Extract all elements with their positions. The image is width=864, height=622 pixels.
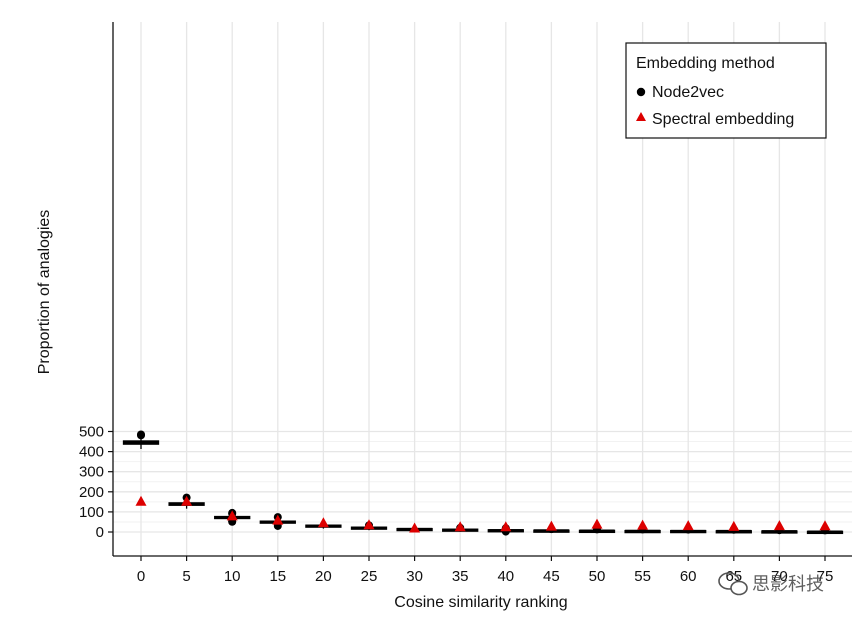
x-tick-label: 50 [589,568,606,585]
legend-entry-spectral: Spectral embedding [652,111,794,128]
x-tick-label: 10 [224,568,241,585]
legend-box [625,42,827,139]
y-tick-label: 300 [79,464,104,481]
legend-circle-icon [636,87,646,97]
x-tick-label: 30 [406,568,423,585]
tick-labels: 0 100 200 300 400 500 0 5 10 15 20 25 30 35 40 45 50 55 60… [79,424,833,586]
x-tick-label: 70 [771,568,788,585]
axes [108,22,852,561]
legend-title: Embedding method [636,55,775,72]
x-tick-label: 55 [634,568,651,585]
spectral-point [135,495,147,506]
watermark-text: 思影科技 [752,574,824,595]
grid-lines [113,22,852,556]
y-axis-title: Proportion of analogies [36,210,53,375]
spectral-point [500,521,512,532]
wechat-logo-icon [718,572,748,596]
spectral-point [363,519,375,530]
x-tick-label: 15 [269,568,286,585]
x-tick-label: 5 [182,568,190,585]
spectral-point [409,522,421,533]
node2vec-outlier-point [137,430,145,439]
y-tick-label: 200 [79,484,104,501]
spectral-point [728,520,740,531]
x-axis-title: Cosine similarity ranking [394,594,567,611]
x-tick-label: 20 [315,568,332,585]
spectral-point [545,520,557,531]
x-tick-label: 75 [817,568,834,585]
y-tick-label: 100 [79,504,104,521]
watermark: 思影科技 [718,572,824,596]
spectral-point [454,521,466,532]
x-tick-label: 60 [680,568,697,585]
legend-entry-node2vec: Node2vec [652,84,724,101]
x-tick-label: 40 [497,568,514,585]
x-tick-label: 0 [137,568,145,585]
spectral-point [637,519,649,530]
spectral-point [272,514,284,525]
spectral-point [226,510,238,521]
x-tick-label: 25 [361,568,378,585]
spectral-point [819,520,831,531]
y-tick-label: 0 [96,524,104,541]
spectral-point [317,517,329,528]
legend-triangle-icon [636,112,646,121]
spectral-point [682,520,694,531]
spectral-point [773,520,785,531]
spectral-point [591,518,603,529]
y-tick-label: 500 [79,424,104,441]
legend: Embedding method Node2vec Spectral embed… [625,42,827,139]
x-tick-label: 45 [543,568,560,585]
spectral-point [181,495,193,506]
x-tick-label: 35 [452,568,469,585]
spectral-points [135,495,831,533]
y-tick-label: 400 [79,444,104,461]
